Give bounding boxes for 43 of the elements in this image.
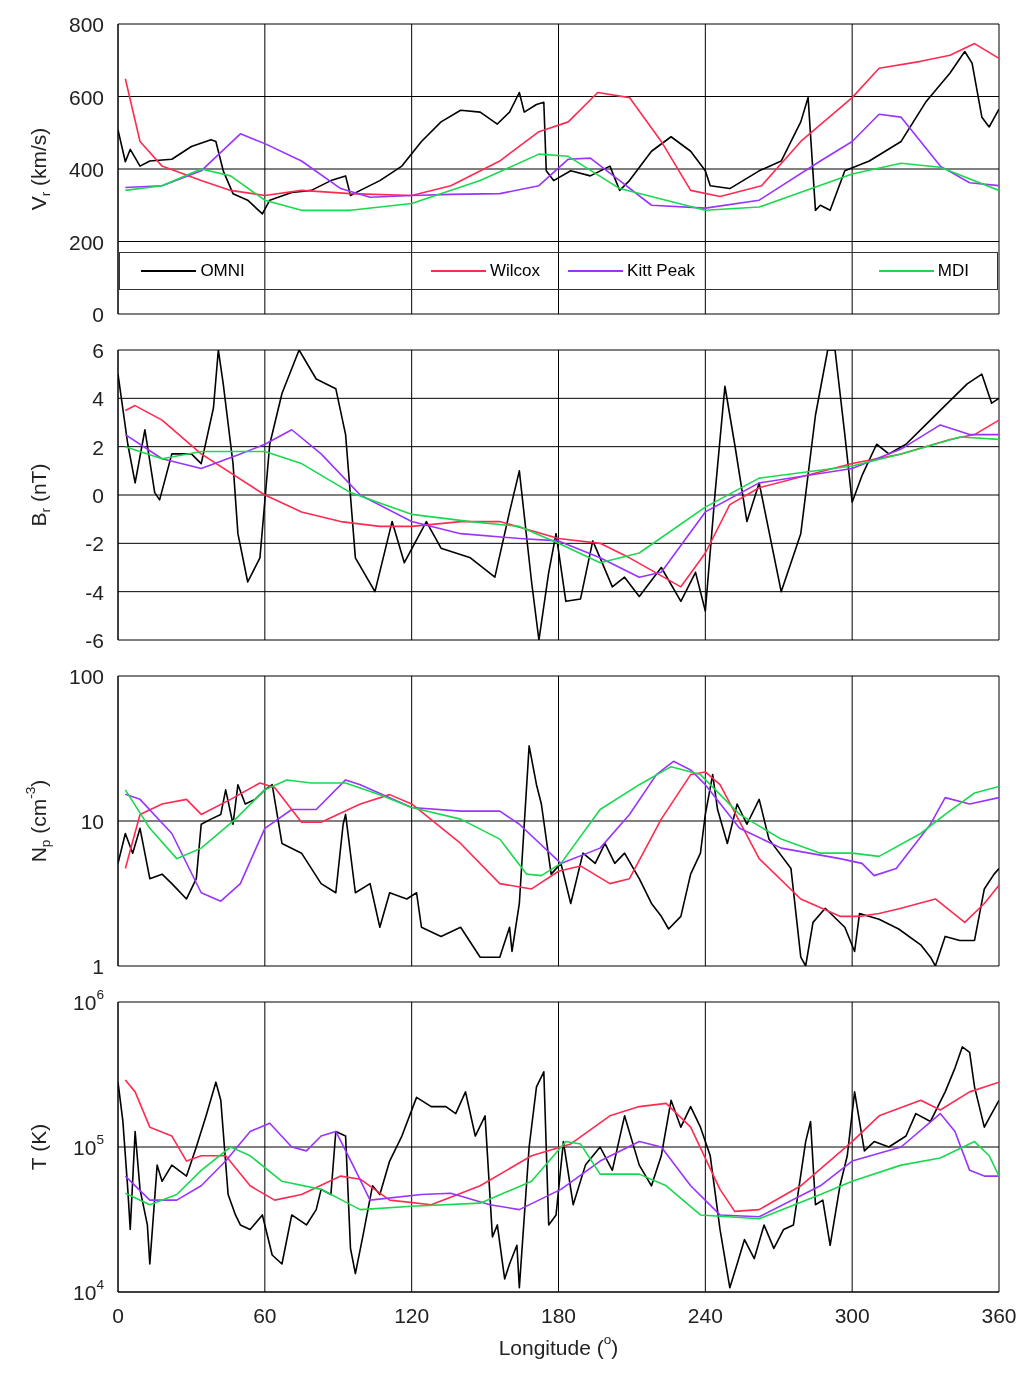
x-tick-label: 60: [253, 1304, 277, 1328]
y-tick-label: 800: [68, 12, 104, 36]
line-series: [124, 1140, 999, 1220]
line-series: [124, 760, 999, 902]
y-axis-title: T (K): [26, 1123, 50, 1171]
line-series: [124, 424, 999, 578]
line-series: [124, 113, 999, 209]
y-tick-label: 10$^{6}$: [73, 987, 104, 1014]
y-tick-label: -4: [85, 580, 105, 604]
x-tick-label: 300: [834, 1304, 870, 1328]
y-tick-label: 400: [68, 157, 104, 181]
x-tick-label: 240: [687, 1304, 723, 1328]
line-series: [124, 765, 999, 877]
y-tick-label: 6: [92, 338, 104, 362]
line-series: [124, 153, 999, 212]
y-tick-label: 200: [68, 230, 104, 253]
x-tick-label: 360: [981, 1304, 1017, 1328]
line-series: [124, 1112, 999, 1218]
x-axis-title: Longitude ($^{o}$): [498, 1332, 619, 1359]
x-tick-label: 180: [540, 1304, 577, 1328]
y-tick-label: -6: [85, 628, 104, 652]
x-tick-label: 0: [112, 1304, 124, 1328]
y-tick-label: 2: [92, 435, 104, 459]
line-series: [124, 436, 999, 564]
line-series: [124, 771, 999, 924]
legend-label: Kitt Peak: [627, 261, 696, 281]
line-series: [124, 1079, 999, 1213]
y-tick-label: -2: [85, 531, 104, 555]
y-tick-label: 1: [92, 954, 104, 978]
y-tick-label: 0: [92, 483, 104, 507]
legend-label: OMNI: [200, 261, 245, 281]
y-tick-label: 4: [92, 386, 105, 410]
legend-label: MDI: [937, 261, 969, 281]
legend-label: Wilcox: [489, 261, 540, 281]
line-series: [124, 404, 999, 588]
y-tick-label: 600: [68, 85, 104, 108]
x-tick-label: 120: [394, 1304, 430, 1328]
y-tick-label: 0: [92, 302, 104, 326]
line-series: [124, 42, 999, 198]
y-tick-label: 10: [80, 809, 104, 833]
y-tick-label: 10$^{5}$: [73, 1132, 105, 1159]
y-tick-label: 10$^{4}$: [73, 1277, 105, 1304]
y-tick-label: 100: [68, 664, 104, 688]
